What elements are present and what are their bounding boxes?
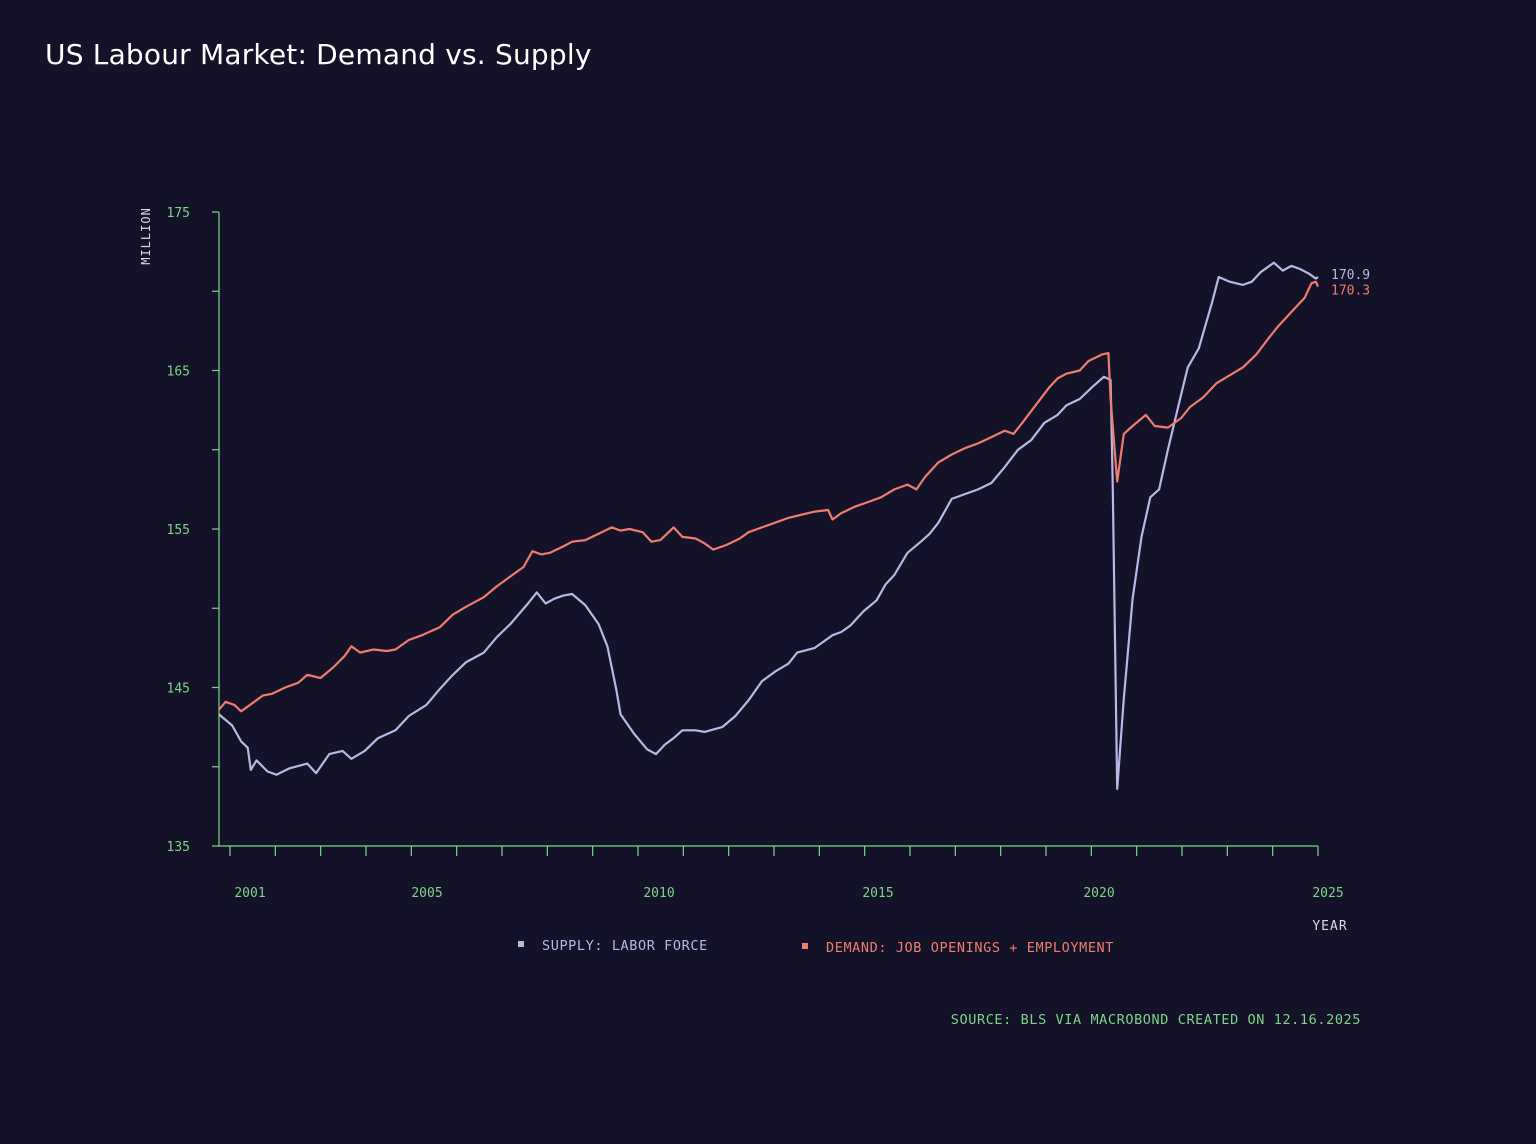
x-tick-label: 2020: [1083, 886, 1114, 901]
y-axis-label: MILLION: [139, 207, 153, 265]
source-note: SOURCE: BLS VIA MACROBOND CREATED ON 12.…: [950, 1012, 1361, 1028]
x-tick-label: 2010: [643, 886, 674, 901]
chart-title: US Labour Market: Demand vs. Supply: [45, 38, 592, 71]
y-tick-label: 175: [167, 206, 190, 221]
x-axis-label: YEAR: [1312, 919, 1347, 934]
demand-end-label: 170.3: [1331, 283, 1370, 298]
x-tick-label: 2001: [234, 886, 265, 901]
legend-swatch-demand: [802, 943, 808, 949]
legend-item-demand: DEMAND: JOB OPENINGS + EMPLOYMENT: [802, 940, 1114, 956]
series-layer: [218, 261, 1319, 790]
supply-series-line: [218, 261, 1319, 790]
supply-end-label: 170.9: [1331, 268, 1370, 283]
demand-series-line: [218, 280, 1319, 713]
legend-item-supply: SUPPLY: LABOR FORCE: [518, 938, 708, 954]
axes: 135 145 155 165 175 MILLION 2001 2005 2010 2015 20…: [139, 206, 1347, 934]
y-tick-label: 145: [167, 682, 190, 697]
y-tick-label: 155: [167, 523, 190, 538]
x-tick-label: 2025: [1312, 886, 1343, 901]
legend-label-demand: DEMAND: JOB OPENINGS + EMPLOYMENT: [826, 940, 1115, 956]
y-tick-label: 135: [167, 840, 190, 855]
y-tick-label: 165: [167, 365, 190, 380]
legend-label-supply: SUPPLY: LABOR FORCE: [542, 938, 708, 954]
x-tick-label: 2015: [862, 886, 893, 901]
legend-swatch-supply: [518, 941, 524, 947]
x-tick-label: 2005: [411, 886, 442, 901]
